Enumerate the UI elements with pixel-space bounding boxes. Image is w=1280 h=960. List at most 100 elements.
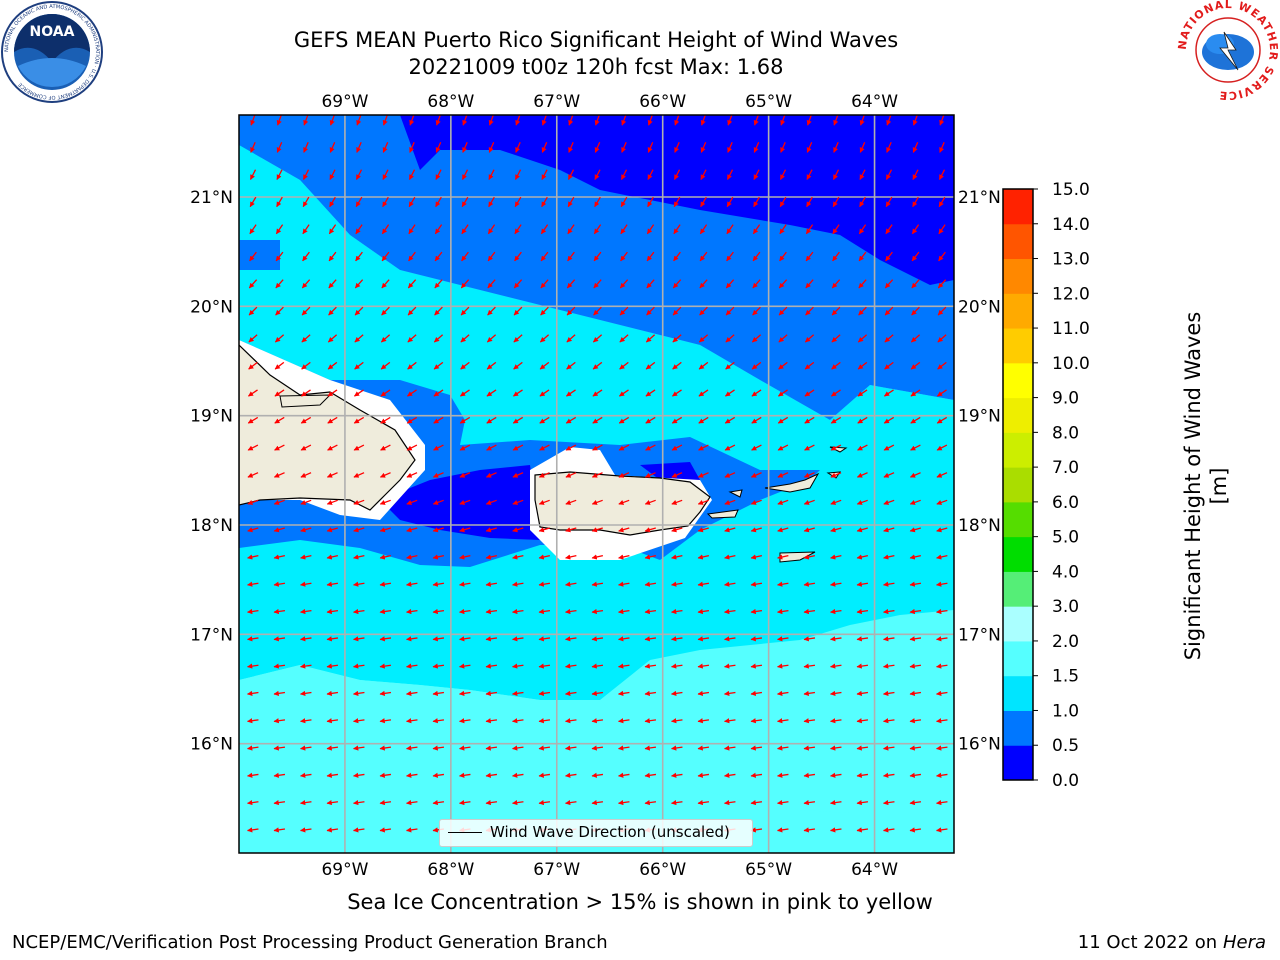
wind-arrow <box>568 115 574 126</box>
wind-arrow <box>300 745 312 751</box>
wind-arrow <box>379 554 392 560</box>
colorbar-segment <box>1003 328 1033 364</box>
wind-arrow <box>514 169 522 180</box>
wind-arrow <box>831 306 841 316</box>
wind-arrow <box>459 772 471 778</box>
wind-arrow <box>700 115 706 126</box>
wind-arrow <box>300 772 312 778</box>
wind-arrow <box>326 690 339 696</box>
wind-arrow <box>671 800 683 806</box>
colorbar-tick-label: 10.0 <box>1052 354 1090 374</box>
wind-arrow <box>697 690 710 696</box>
wind-arrow <box>406 636 418 642</box>
wind-arrow <box>909 636 922 642</box>
wind-arrow <box>591 608 604 615</box>
wind-arrow <box>937 279 947 289</box>
wind-arrow <box>380 361 391 370</box>
wind-arrow <box>726 196 734 208</box>
wind-arrow <box>566 334 576 343</box>
wind-arrow <box>724 772 736 778</box>
colorbar-tick-label: 4.0 <box>1052 562 1079 582</box>
wind-arrow <box>909 663 922 669</box>
wind-arrow <box>591 472 603 478</box>
sea-ice-note: Sea Ice Concentration > 15% is shown in … <box>347 890 933 914</box>
wind-arrow <box>697 608 710 615</box>
colorbar-tick-label: 0.5 <box>1052 736 1079 756</box>
wind-arrow <box>671 444 683 451</box>
wind-arrow <box>674 115 680 126</box>
wind-arrow <box>778 306 788 316</box>
wind-arrow <box>885 169 893 180</box>
wind-arrow <box>777 554 789 560</box>
wind-arrow <box>803 636 816 642</box>
wind-arrow <box>724 444 736 451</box>
wind-arrow <box>382 115 388 126</box>
wind-arrow <box>830 581 842 587</box>
wind-arrow <box>909 527 921 533</box>
wind-arrow <box>644 472 656 478</box>
wind-arrow <box>700 169 707 180</box>
wind-arrow <box>435 169 442 180</box>
wind-arrow <box>674 141 680 153</box>
wind-arrow <box>567 196 575 208</box>
lat-tick-label-right: 18°N <box>958 516 1001 536</box>
wind-arrow <box>779 196 787 208</box>
wind-arrow <box>724 554 736 560</box>
wind-arrow <box>645 444 656 451</box>
wind-arrow <box>592 416 603 424</box>
wind-arrow <box>512 527 524 533</box>
wind-arrow <box>647 141 654 153</box>
wind-arrow <box>381 224 390 235</box>
wind-arrow <box>645 334 656 343</box>
wind-arrow <box>406 472 418 478</box>
wind-arrow <box>355 224 363 235</box>
wind-arrow <box>832 196 840 208</box>
wind-arrow <box>857 361 868 370</box>
wind-arrow <box>936 581 948 587</box>
wind-arrow <box>883 718 895 724</box>
wind-arrow <box>912 196 919 208</box>
wind-arrow <box>461 169 469 180</box>
colorbar-tick-label: 14.0 <box>1052 215 1090 235</box>
wind-arrow <box>435 196 442 208</box>
wind-arrow <box>856 827 869 833</box>
wind-arrow <box>301 389 311 397</box>
wind-arrow <box>909 608 922 615</box>
wind-arrow <box>698 361 709 370</box>
wind-arrow <box>379 608 392 615</box>
map-frame <box>238 114 955 854</box>
wind-arrow <box>300 800 312 806</box>
wind-arrow <box>326 718 339 724</box>
wind-arrow <box>301 334 311 343</box>
wind-arrow <box>488 141 495 153</box>
wind-arrow <box>886 141 892 153</box>
wind-arrow <box>565 663 577 669</box>
wind-arrow <box>433 444 444 451</box>
wind-arrow <box>803 581 816 587</box>
wind-arrow <box>513 361 523 370</box>
wind-arrow <box>407 306 417 316</box>
wind-arrow <box>247 718 259 724</box>
wind-arrow <box>859 115 865 126</box>
wind-arrow <box>856 663 869 669</box>
wind-arrow <box>303 115 309 126</box>
wind-arrow <box>645 389 656 397</box>
wind-arrow <box>885 224 893 235</box>
wind-arrow <box>354 389 364 397</box>
wind-arrow <box>406 718 418 724</box>
wind-arrow <box>885 196 893 208</box>
lat-tick-label-left: 18°N <box>190 516 233 536</box>
wind-arrow <box>803 800 816 806</box>
wind-arrow <box>353 827 365 833</box>
lon-tick-label-top: 65°W <box>745 92 792 112</box>
wind-arrow <box>432 745 445 751</box>
wind-arrow <box>859 196 866 208</box>
wind-arrow <box>856 527 868 533</box>
wind-arrow <box>591 690 604 696</box>
wind-arrow <box>910 334 921 343</box>
wind-arrow <box>618 718 630 724</box>
wind-arrow <box>591 663 604 669</box>
wind-arrow <box>326 827 339 833</box>
wind-arrow <box>379 827 392 833</box>
